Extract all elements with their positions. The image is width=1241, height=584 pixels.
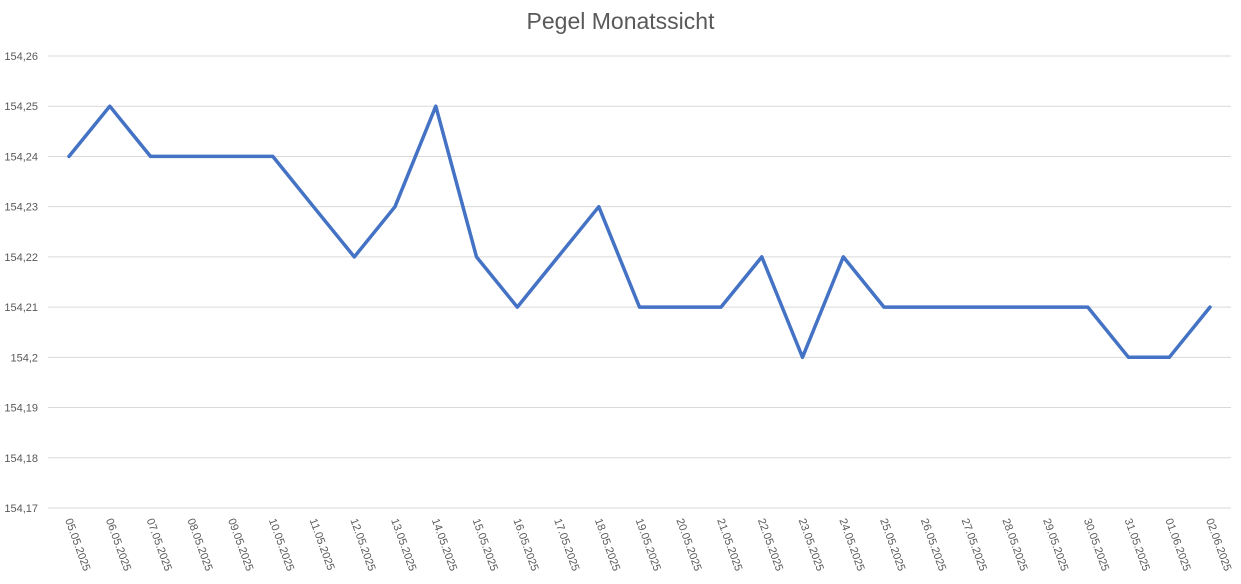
data-point xyxy=(923,305,927,309)
x-tick-label: 30.05.2025 xyxy=(1081,517,1111,573)
y-tick-label: 154,24 xyxy=(4,151,38,163)
series-line xyxy=(67,104,1212,360)
x-tick-label: 09.05.2025 xyxy=(225,517,255,573)
data-point xyxy=(760,255,764,259)
y-axis-ticks: 154,17 154,18 154,19 154,2 154,21 154,22 154,2… xyxy=(4,51,38,515)
data-point xyxy=(67,154,71,158)
y-tick-label: 154,18 xyxy=(4,453,38,465)
x-tick-label: 18.05.2025 xyxy=(592,517,622,573)
x-tick-label: 12.05.2025 xyxy=(347,517,377,573)
x-tick-label: 16.05.2025 xyxy=(510,517,540,573)
y-tick-label: 154,23 xyxy=(4,202,38,214)
y-tick-label: 154,22 xyxy=(4,252,38,264)
data-point xyxy=(149,154,152,158)
y-tick-label: 154,19 xyxy=(4,403,38,415)
y-tick-label: 154,21 xyxy=(4,302,38,314)
x-tick-label: 19.05.2025 xyxy=(633,517,663,573)
x-tick-label: 29.05.2025 xyxy=(1040,517,1070,573)
data-point xyxy=(1086,305,1090,309)
data-point xyxy=(556,255,560,259)
data-point xyxy=(801,355,804,359)
x-tick-label: 27.05.2025 xyxy=(959,517,989,573)
y-tick-label: 154,25 xyxy=(4,101,38,113)
x-tick-label: 13.05.2025 xyxy=(388,517,418,573)
chart-title: Pegel Monatssicht xyxy=(526,8,715,34)
data-point xyxy=(189,154,193,158)
x-tick-label: 21.05.2025 xyxy=(714,517,744,573)
y-tick-label: 154,2 xyxy=(10,352,38,364)
x-tick-label: 22.05.2025 xyxy=(755,517,785,573)
data-point xyxy=(108,104,112,108)
x-tick-label: 25.05.2025 xyxy=(877,517,907,573)
data-point xyxy=(434,104,438,108)
x-tick-label: 23.05.2025 xyxy=(796,517,826,573)
x-tick-label: 01.06.2025 xyxy=(1162,517,1192,573)
data-point xyxy=(882,305,886,309)
x-tick-label: 06.05.2025 xyxy=(103,517,133,573)
x-tick-label: 08.05.2025 xyxy=(184,517,214,573)
data-point xyxy=(312,205,315,209)
data-point xyxy=(1045,305,1049,309)
x-tick-label: 11.05.2025 xyxy=(307,517,337,572)
data-point xyxy=(1127,355,1130,359)
data-point xyxy=(964,305,967,309)
gridlines xyxy=(48,55,1231,509)
x-tick-label: 15.05.2025 xyxy=(470,517,500,573)
data-point xyxy=(678,305,682,309)
y-tick-label: 154,17 xyxy=(4,503,38,515)
x-tick-label: 14.05.2025 xyxy=(429,517,459,573)
x-tick-label: 31.05.2025 xyxy=(1122,517,1152,573)
data-point xyxy=(271,154,275,158)
data-point xyxy=(1004,305,1008,309)
y-tick-label: 154,26 xyxy=(4,51,38,63)
x-tick-label: 24.05.2025 xyxy=(836,517,866,573)
data-point xyxy=(1167,355,1171,359)
x-tick-label: 07.05.2025 xyxy=(144,517,174,573)
x-axis-ticks: 05.05.2025 06.05.2025 07.05.2025 08.05.2025… xyxy=(62,517,1233,573)
data-point xyxy=(230,154,234,158)
series xyxy=(67,104,1212,360)
data-point xyxy=(638,305,641,309)
data-point xyxy=(515,305,519,309)
data-point xyxy=(1208,305,1212,309)
x-tick-label: 17.05.2025 xyxy=(551,517,581,573)
data-point xyxy=(597,205,601,209)
x-tick-label: 02.06.2025 xyxy=(1203,517,1233,573)
x-tick-label: 05.05.2025 xyxy=(62,517,92,573)
data-point xyxy=(719,305,723,309)
x-tick-label: 28.05.2025 xyxy=(999,517,1029,573)
x-tick-label: 20.05.2025 xyxy=(673,517,703,573)
data-point xyxy=(352,255,356,259)
data-point xyxy=(841,255,845,259)
data-point xyxy=(393,205,397,209)
data-point xyxy=(475,255,478,259)
x-tick-label: 10.05.2025 xyxy=(266,517,296,573)
x-tick-label: 26.05.2025 xyxy=(918,517,948,573)
